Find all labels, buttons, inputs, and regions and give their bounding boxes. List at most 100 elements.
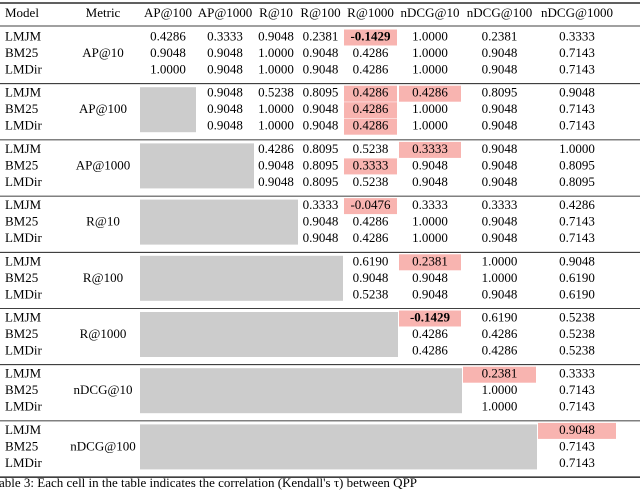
header-cell: AP@1000: [198, 5, 253, 20]
highlight: [399, 141, 461, 158]
metric-label: AP@10: [82, 45, 124, 60]
value-cell: 0.6190: [482, 309, 518, 324]
model-label: LMJM: [5, 28, 42, 43]
value-cell: 0.3333: [482, 197, 518, 212]
value-cell: 1.0000: [482, 382, 518, 397]
value-cell: 0.8095: [303, 157, 339, 172]
value-cell: 0.8095: [303, 141, 339, 156]
value-cell: 1.0000: [412, 230, 448, 245]
highlight: [399, 310, 461, 327]
value-cell: 0.7143: [559, 399, 595, 414]
model-label: LMJM: [5, 422, 42, 437]
header-cell: nDCG@100: [467, 5, 532, 20]
highlight: [344, 29, 397, 46]
value-cell: 0.5238: [353, 286, 389, 301]
value-cell: 0.4286: [482, 326, 518, 341]
value-cell: 0.9048: [482, 101, 518, 116]
value-cell: 0.4286: [150, 28, 186, 43]
value-cell: 0.9048: [258, 157, 294, 172]
model-label: LMDir: [5, 342, 43, 357]
value-cell: 0.7143: [559, 214, 595, 229]
model-label: LMDir: [5, 230, 43, 245]
value-cell: 0.9048: [559, 253, 595, 268]
value-cell: 0.7143: [559, 455, 595, 470]
caption: Table 3: Each cell in the table indicate…: [0, 475, 417, 490]
value-cell: 1.0000: [559, 141, 595, 156]
value-cell: 0.9048: [482, 174, 518, 189]
value-cell: 1.0000: [412, 61, 448, 76]
value-cell: 0.3333: [559, 366, 595, 381]
value-cell: 0.9048: [412, 157, 448, 172]
value-cell: 0.9048: [207, 101, 243, 116]
model-label: BM25: [5, 438, 38, 453]
value-cell: 0.4286: [412, 342, 448, 357]
empty-block: [140, 87, 196, 133]
model-label: BM25: [5, 270, 38, 285]
value-cell: 0.9048: [482, 214, 518, 229]
value-cell: -0.1429: [410, 309, 451, 324]
value-cell: 0.5238: [559, 342, 595, 357]
value-cell: 0.9048: [303, 214, 339, 229]
model-label: BM25: [5, 382, 38, 397]
value-cell: 1.0000: [482, 253, 518, 268]
value-cell: 0.4286: [412, 326, 448, 341]
value-cell: 0.5238: [258, 85, 294, 100]
value-cell: 0.5238: [559, 309, 595, 324]
empty-block: [140, 255, 343, 301]
value-cell: 1.0000: [150, 61, 186, 76]
value-cell: 0.9048: [207, 85, 243, 100]
highlight: [399, 85, 461, 102]
model-label: LMDir: [5, 174, 43, 189]
value-cell: 0.9048: [482, 61, 518, 76]
value-cell: -0.0476: [350, 197, 391, 212]
value-cell: 0.4286: [559, 197, 595, 212]
value-cell: 0.9048: [150, 45, 186, 60]
value-cell: 0.9048: [559, 85, 595, 100]
value-cell: 0.4286: [353, 45, 389, 60]
model-label: BM25: [5, 157, 38, 172]
value-cell: 1.0000: [412, 101, 448, 116]
value-cell: 0.7143: [559, 230, 595, 245]
highlight: [538, 422, 616, 439]
value-cell: 1.0000: [482, 270, 518, 285]
value-cell: 0.9048: [207, 61, 243, 76]
value-cell: 0.9048: [258, 174, 294, 189]
value-cell: 0.9048: [303, 61, 339, 76]
highlight: [344, 158, 397, 175]
value-cell: 0.9048: [207, 118, 243, 133]
value-cell: 0.3333: [353, 157, 389, 172]
value-cell: 0.9048: [412, 174, 448, 189]
model-label: LMDir: [5, 118, 43, 133]
empty-block: [140, 199, 298, 245]
value-cell: 0.8095: [482, 85, 518, 100]
value-cell: 0.6190: [559, 270, 595, 285]
metric-label: nDCG@10: [74, 382, 133, 397]
empty-block: [140, 312, 398, 357]
highlight: [344, 85, 397, 102]
value-cell: 0.5238: [353, 141, 389, 156]
value-cell: 1.0000: [412, 45, 448, 60]
value-cell: 0.4286: [482, 342, 518, 357]
model-label: LMJM: [5, 141, 42, 156]
model-label: LMJM: [5, 366, 42, 381]
value-cell: 0.3333: [559, 28, 595, 43]
value-cell: 0.7143: [559, 118, 595, 133]
value-cell: 0.9048: [482, 230, 518, 245]
model-label: BM25: [5, 214, 38, 229]
value-cell: 0.9048: [412, 286, 448, 301]
model-label: LMDir: [5, 61, 43, 76]
value-cell: 0.4286: [353, 101, 389, 116]
model-label: LMDir: [5, 455, 43, 470]
value-cell: 0.4286: [412, 85, 448, 100]
empty-block: [140, 368, 462, 414]
value-cell: 1.0000: [258, 61, 294, 76]
value-cell: 1.0000: [412, 118, 448, 133]
highlight: [344, 102, 397, 119]
value-cell: 0.4286: [353, 214, 389, 229]
value-cell: 0.7143: [559, 382, 595, 397]
model-label: BM25: [5, 101, 38, 116]
header-cell: R@10: [259, 5, 293, 20]
value-cell: 0.8095: [303, 174, 339, 189]
value-cell: 0.4286: [353, 230, 389, 245]
